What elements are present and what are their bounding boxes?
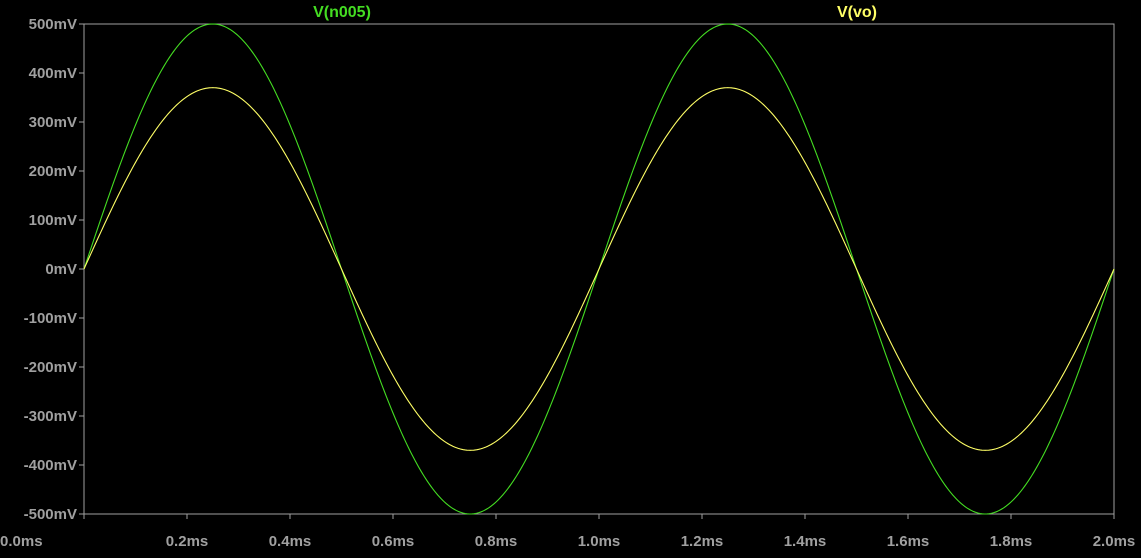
x-tick-label: 0.2ms <box>166 533 209 550</box>
legend: V(n005) V(vo) <box>313 4 877 21</box>
traces <box>83 23 1115 515</box>
x-tick-label: 1.2ms <box>681 533 724 550</box>
x-axis-ticks: 0.0ms 0.2ms 0.4ms 0.6ms 0.8ms 1.0ms 1.2ms 1.4ms… <box>0 514 1135 550</box>
y-tick-label: -300mV <box>24 408 77 425</box>
x-tick-label: 2.0ms <box>1093 533 1136 550</box>
y-tick-label: -100mV <box>24 310 77 327</box>
x-tick-label: 0.6ms <box>372 533 415 550</box>
x-tick-label: 1.0ms <box>578 533 621 550</box>
y-tick-label: 200mV <box>29 163 77 180</box>
legend-label-v-vo[interactable]: V(vo) <box>837 4 877 21</box>
x-tick-label: 0.0ms <box>0 533 43 550</box>
x-tick-label: 1.6ms <box>887 533 930 550</box>
y-tick-label: 300mV <box>29 114 77 131</box>
y-tick-label: -500mV <box>24 506 77 523</box>
trace-v-vo <box>83 87 1115 451</box>
x-tick-label: 0.4ms <box>269 533 312 550</box>
x-tick-label: 1.8ms <box>990 533 1033 550</box>
x-tick-label: 0.8ms <box>475 533 518 550</box>
y-tick-label: 100mV <box>29 212 77 229</box>
y-tick-label: -400mV <box>24 457 77 474</box>
x-tick-label: 1.4ms <box>784 533 827 550</box>
y-axis-ticks: 500mV 400mV 300mV 200mV 100mV 0mV -100mV -200mV… <box>24 16 84 523</box>
y-tick-label: -200mV <box>24 359 77 376</box>
legend-label-v-n005[interactable]: V(n005) <box>313 4 371 21</box>
y-tick-label: 0mV <box>45 261 77 278</box>
y-tick-label: 500mV <box>29 16 77 33</box>
y-tick-label: 400mV <box>29 65 77 82</box>
